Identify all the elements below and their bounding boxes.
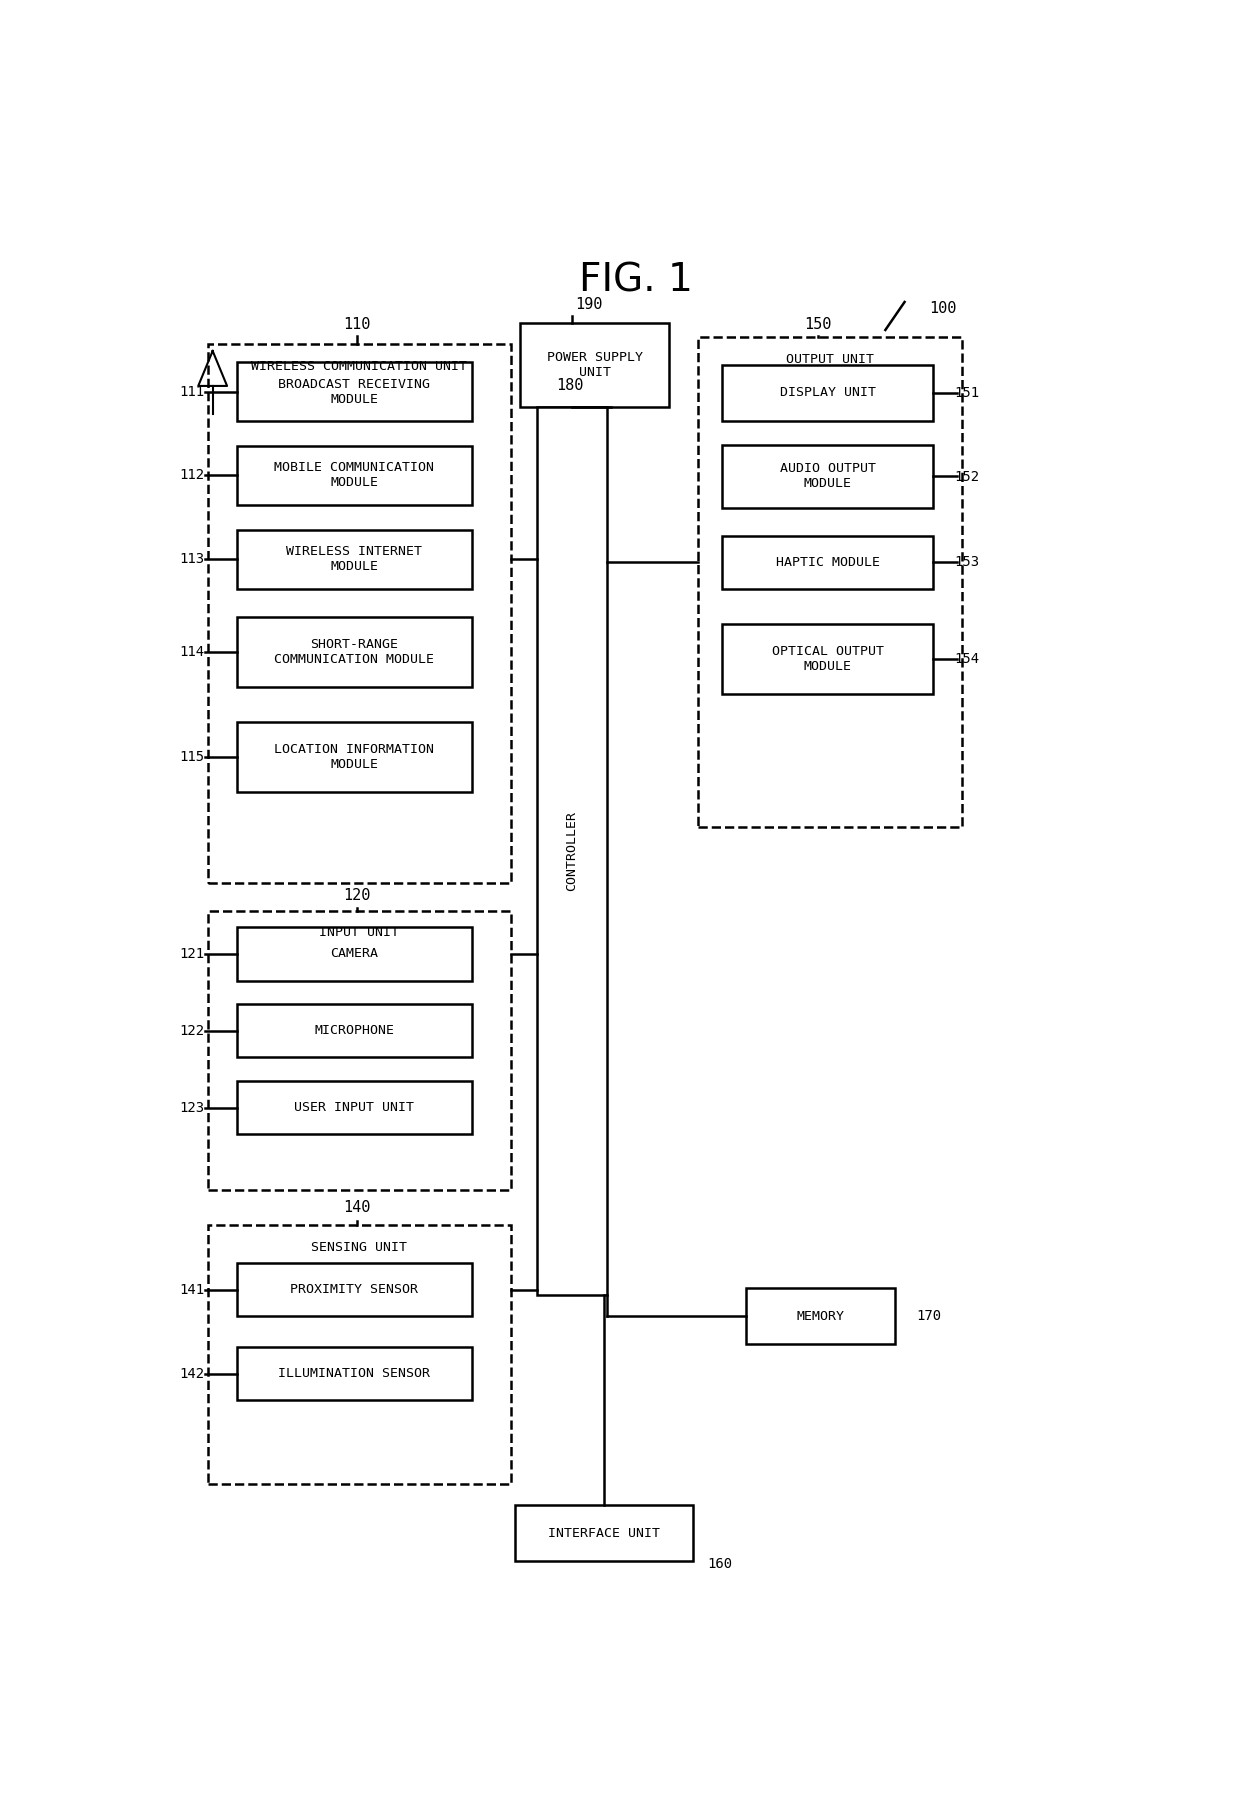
Text: 121: 121 <box>179 947 205 961</box>
Bar <box>237 616 472 687</box>
Text: 100: 100 <box>929 302 957 316</box>
Bar <box>698 336 962 827</box>
Text: MEMORY: MEMORY <box>796 1310 844 1323</box>
Bar <box>237 447 472 505</box>
Text: CAMERA: CAMERA <box>330 947 378 961</box>
Text: 190: 190 <box>575 298 603 313</box>
Text: BROADCAST RECEIVING
MODULE: BROADCAST RECEIVING MODULE <box>279 378 430 405</box>
Text: 113: 113 <box>179 552 205 567</box>
Text: 140: 140 <box>343 1199 371 1216</box>
Text: 170: 170 <box>916 1310 941 1323</box>
Text: SHORT-RANGE
COMMUNICATION MODULE: SHORT-RANGE COMMUNICATION MODULE <box>274 638 434 665</box>
Bar <box>746 1288 895 1345</box>
Text: 115: 115 <box>179 750 205 763</box>
Bar <box>722 445 934 507</box>
Text: AUDIO OUTPUT
MODULE: AUDIO OUTPUT MODULE <box>780 462 875 491</box>
Text: INPUT UNIT: INPUT UNIT <box>319 927 399 939</box>
Text: FIG. 1: FIG. 1 <box>579 262 692 300</box>
Text: 180: 180 <box>557 378 584 394</box>
Text: 110: 110 <box>343 316 371 333</box>
Text: 123: 123 <box>179 1101 205 1116</box>
Text: OPTICAL OUTPUT
MODULE: OPTICAL OUTPUT MODULE <box>771 645 884 672</box>
Text: INTERFACE UNIT: INTERFACE UNIT <box>548 1526 660 1539</box>
Bar <box>237 531 472 589</box>
Text: 111: 111 <box>179 385 205 398</box>
Text: 142: 142 <box>179 1366 205 1381</box>
Text: DISPLAY UNIT: DISPLAY UNIT <box>780 387 875 400</box>
Text: 153: 153 <box>955 556 980 569</box>
Text: WIRELESS COMMUNICATION UNIT: WIRELESS COMMUNICATION UNIT <box>252 360 467 372</box>
Bar <box>237 927 472 981</box>
Bar <box>521 323 670 407</box>
Bar <box>237 1346 472 1401</box>
Text: HAPTIC MODULE: HAPTIC MODULE <box>776 556 879 569</box>
Text: SENSING UNIT: SENSING UNIT <box>311 1241 407 1254</box>
Text: MOBILE COMMUNICATION
MODULE: MOBILE COMMUNICATION MODULE <box>274 462 434 489</box>
Text: 122: 122 <box>179 1025 205 1038</box>
Text: CONTROLLER: CONTROLLER <box>565 810 579 890</box>
Bar <box>237 362 472 422</box>
Bar <box>722 365 934 422</box>
Text: USER INPUT UNIT: USER INPUT UNIT <box>294 1101 414 1114</box>
Text: MICROPHONE: MICROPHONE <box>315 1025 394 1038</box>
Bar <box>237 1005 472 1057</box>
Text: 151: 151 <box>955 385 980 400</box>
Text: PROXIMITY SENSOR: PROXIMITY SENSOR <box>290 1283 418 1296</box>
Text: WIRELESS INTERNET
MODULE: WIRELESS INTERNET MODULE <box>286 545 423 574</box>
Text: OUTPUT UNIT: OUTPUT UNIT <box>786 352 874 365</box>
Bar <box>208 343 511 883</box>
Bar <box>516 1504 693 1561</box>
Bar <box>237 721 472 792</box>
Bar <box>208 910 511 1190</box>
Text: 150: 150 <box>805 316 832 333</box>
Text: ILLUMINATION SENSOR: ILLUMINATION SENSOR <box>279 1366 430 1381</box>
Bar <box>237 1263 472 1316</box>
Text: 152: 152 <box>955 471 980 483</box>
Bar <box>237 1081 472 1134</box>
Bar <box>208 1225 511 1484</box>
Text: 120: 120 <box>343 889 371 903</box>
Text: 160: 160 <box>708 1557 733 1572</box>
Bar <box>722 536 934 589</box>
Text: 141: 141 <box>179 1283 205 1297</box>
Text: LOCATION INFORMATION
MODULE: LOCATION INFORMATION MODULE <box>274 743 434 770</box>
Text: 112: 112 <box>179 469 205 483</box>
Bar <box>722 623 934 694</box>
Text: 114: 114 <box>179 645 205 660</box>
Bar <box>537 407 606 1296</box>
Text: POWER SUPPLY
UNIT: POWER SUPPLY UNIT <box>547 351 642 380</box>
Text: 154: 154 <box>955 652 980 665</box>
